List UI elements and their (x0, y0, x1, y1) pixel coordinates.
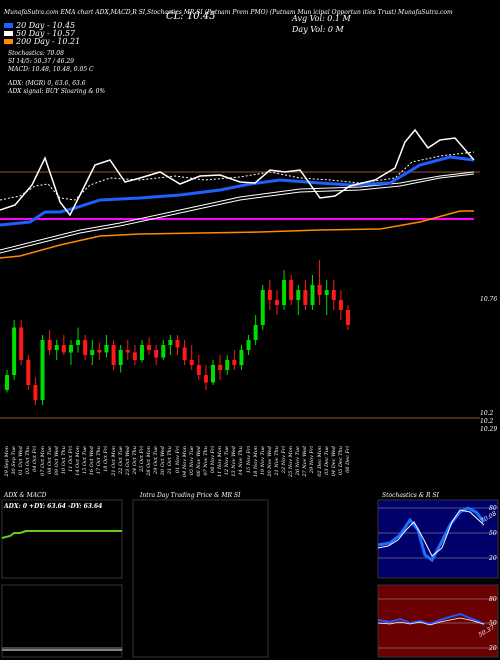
adx-line (1, 530, 122, 539)
candle-body (239, 350, 244, 365)
price-label-mid: 10.2 (480, 410, 494, 417)
macd-panel (1, 584, 123, 658)
ema50-label: 50 Day - 10.57 (16, 29, 76, 38)
candle-body (90, 350, 95, 355)
rsi-tick-20: 20 (489, 645, 497, 652)
candle-body (97, 350, 102, 353)
rsi-signal-line (377, 617, 485, 626)
candle-body (83, 340, 88, 355)
stoch-panel-title: Stochastics & R SI (382, 492, 439, 499)
rsi-label: SI 14/5: 50.37 / 46.29 (8, 58, 74, 65)
candle-body (246, 340, 251, 350)
candle-body (40, 340, 45, 400)
candle-body (331, 290, 336, 300)
candle-body (168, 340, 173, 345)
candle-body (33, 385, 38, 400)
stoch-d-line (377, 509, 485, 557)
candle-body (338, 300, 343, 310)
candle-body (139, 345, 144, 360)
candle-body (253, 325, 258, 340)
candle-body (104, 345, 109, 353)
ema50-line (0, 151, 475, 201)
ema20-label: 20 Day - 10.45 (16, 21, 76, 30)
candle-body (132, 352, 137, 360)
candle-body (317, 285, 322, 295)
stoch-tick-80: 80 (489, 505, 497, 512)
candle-body (303, 290, 308, 305)
candle-body (54, 345, 59, 350)
candle-body (125, 350, 130, 353)
ema-long-line-1 (0, 173, 475, 254)
ema-long-line-2 (0, 171, 475, 251)
candle-body (225, 360, 230, 370)
candle-body (147, 345, 152, 350)
candle-body (19, 327, 24, 360)
candle-body (203, 375, 208, 383)
candle-body (5, 375, 9, 390)
ema200-label: 200 Day - 10.21 (16, 37, 81, 46)
price-label-bottom: 10.29 (480, 426, 498, 433)
candle-body (182, 347, 187, 360)
candle-body (232, 360, 237, 365)
adx-signal-label: ADX signal: BUY Sloaring & 0% (8, 88, 106, 95)
candle-body (296, 290, 301, 300)
ema200-swatch (4, 39, 13, 44)
candle-body (161, 345, 166, 358)
price-indicator-line (0, 128, 475, 217)
candle-body (324, 290, 329, 295)
rsi-tick-80: 80 (489, 596, 497, 603)
candle-body (118, 350, 123, 365)
ema20-line (0, 155, 475, 227)
candle-body (61, 345, 66, 353)
candle-body (47, 340, 52, 350)
stoch-k-line (377, 506, 486, 563)
stoch-tick-50: 50 (489, 530, 497, 537)
price-label-low: 10.2 (480, 418, 494, 425)
candle-body (76, 340, 81, 345)
candle-body (154, 350, 159, 358)
avg-vol-label: Avg Vol: 0.1 M (292, 14, 351, 23)
candle-body (267, 290, 272, 300)
candle-body (12, 327, 17, 375)
candle-body (189, 360, 194, 365)
adx-panel-title: ADX & MACD (4, 492, 47, 499)
candle-body (111, 345, 116, 365)
intraday-panel (132, 499, 269, 658)
adx-readout: ADX: 0 +DY: 63.64 -DY: 63.64 (4, 503, 103, 510)
candle-body (26, 360, 31, 385)
header-line: MunafaSutra.com EMA chart ADX,MACD,R SI,… (4, 9, 453, 16)
candle-body (289, 280, 294, 300)
adx-label: ADX: (MGR) 0, 63.6, 63.6 (8, 80, 86, 87)
candle-body (218, 365, 223, 370)
stochastics-label: Stochastics: 70.08 (8, 50, 64, 57)
close-label: CL: 10.45 (166, 11, 216, 22)
ema200-line (0, 210, 474, 259)
macd-label: MACD: 10.48, 10.48, 0.05 C (8, 66, 94, 73)
candle-body (68, 345, 73, 353)
rsi-line (377, 612, 485, 626)
adx-panel (1, 499, 123, 579)
day-vol-label: Day Vol: 0 M (292, 25, 344, 34)
main-price-chart (0, 128, 480, 419)
ema50-swatch (4, 31, 13, 36)
price-label-top: 10.76 (480, 296, 498, 303)
candle-body (346, 310, 350, 325)
candle-body (282, 280, 287, 305)
candle-body (310, 285, 315, 305)
ema20-swatch (4, 23, 13, 28)
candle-body (260, 290, 265, 325)
candle-body (211, 365, 216, 383)
candle-body (274, 300, 279, 305)
stoch-tick-20: 20 (489, 555, 497, 562)
rsi-tick-50: 50 (489, 620, 497, 627)
candle-body (175, 340, 180, 348)
candle-body (196, 365, 201, 375)
intraday-panel-title: Intra Day Trading Price & MR SI (140, 492, 241, 499)
